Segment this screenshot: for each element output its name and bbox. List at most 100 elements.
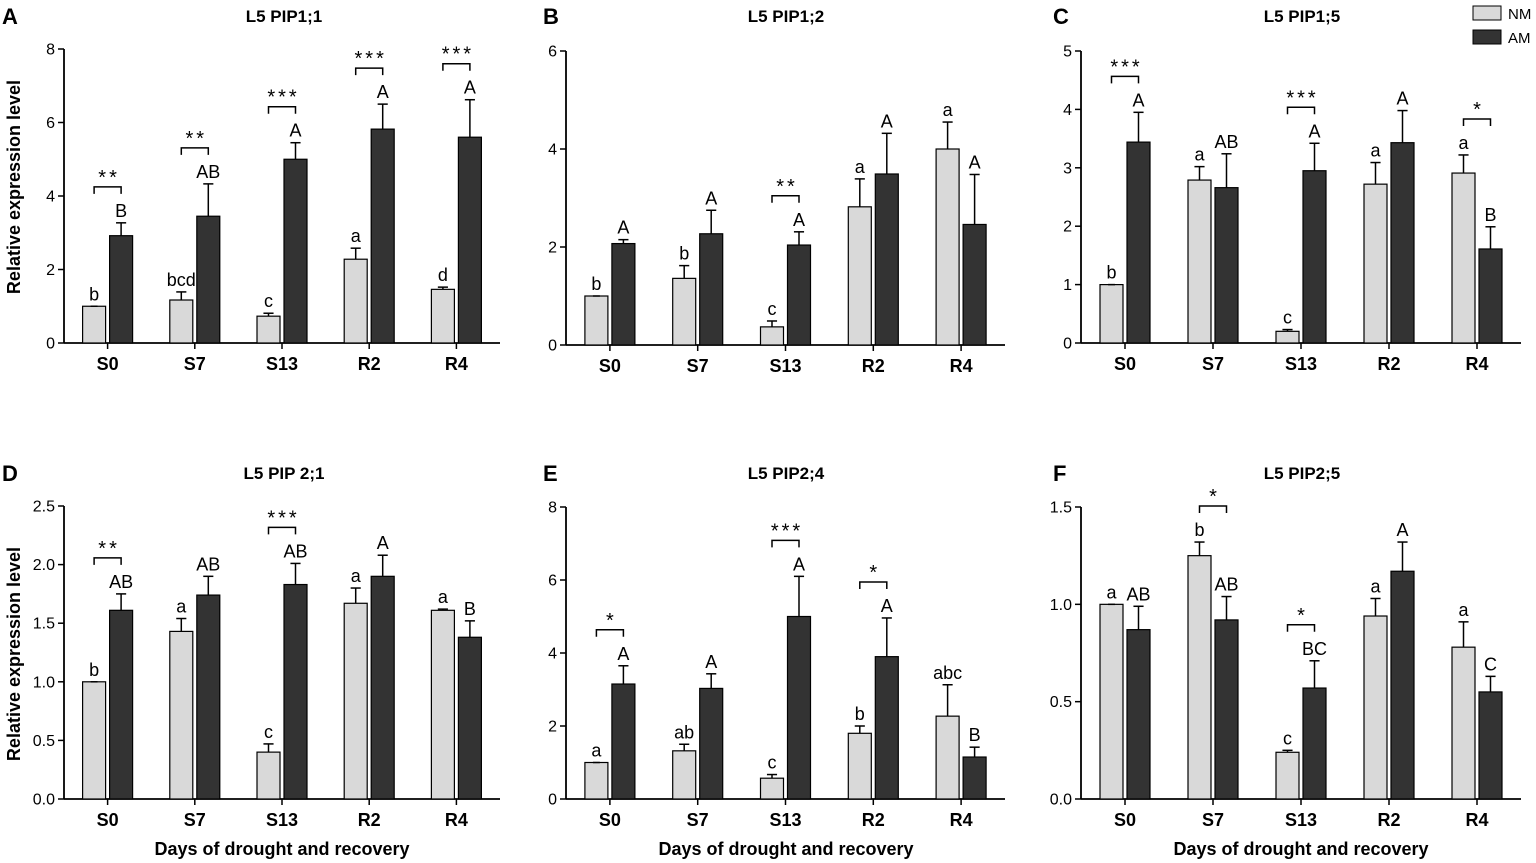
category-label-r2: R2 — [1377, 810, 1400, 830]
y-tick-label: 0.0 — [33, 792, 55, 809]
category-label-s0: S0 — [1114, 354, 1136, 374]
significance-stars: *** — [442, 44, 474, 66]
bar-am-s13 — [283, 583, 308, 800]
y-tick-label: 4 — [548, 142, 557, 159]
category-label-r4: R4 — [950, 356, 973, 376]
bar-am-s7 — [1214, 619, 1239, 800]
significance-bracket — [859, 581, 888, 589]
panel-a: A L5 PIP1;1 0 2 4 6 8 S0 b B ** S7 bcd AB ** S13 c A *** R2… — [2, 4, 500, 374]
y-tick-label: 0.5 — [1050, 694, 1072, 711]
y-tick-label: 1.5 — [33, 616, 55, 633]
panel-e: E L5 PIP2;402468S0aA*S7abAS13cA***R2bA*R4… — [543, 461, 1005, 830]
significance-letter: A — [617, 218, 629, 238]
y-tick-label: 1 — [1063, 277, 1072, 294]
panel-letter-c: C — [1053, 4, 1069, 29]
bar-nm-s7 — [169, 630, 194, 800]
bar-am-s7 — [196, 594, 221, 800]
significance-letter: AB — [1214, 132, 1238, 152]
y-tick-label: 2.5 — [33, 499, 55, 516]
significance-letter: c — [264, 722, 273, 742]
panel-title-e: L5 PIP2;4 — [748, 464, 825, 483]
significance-stars: * — [1473, 99, 1484, 121]
significance-stars: ** — [98, 538, 120, 560]
category-label-s7: S7 — [687, 810, 709, 830]
significance-letter: c — [264, 291, 273, 311]
y-tick-label: 2 — [1063, 219, 1072, 236]
significance-letter: AB — [1126, 584, 1150, 604]
significance-letter: a — [1106, 582, 1117, 602]
bar-nm-r2 — [847, 732, 872, 800]
y-tick-label: 3 — [1063, 160, 1072, 177]
bar-am-s0 — [611, 683, 636, 800]
bar-nm-s7 — [169, 299, 194, 344]
y-tick-label: 8 — [548, 500, 557, 517]
significance-letter: A — [617, 644, 629, 664]
panel-b: B L5 PIP1;2 0 2 4 6 S0 b A S7 b A S13 c A ** R2 a A R4 a A — [543, 4, 1005, 376]
bar-nm-s0 — [81, 681, 107, 800]
significance-letter: A — [1396, 89, 1408, 109]
significance-letter: AB — [283, 541, 307, 561]
bar-am-s13 — [786, 615, 812, 800]
significance-letter: a — [1458, 600, 1469, 620]
significance-letter: b — [89, 660, 99, 680]
significance-letter: A — [705, 188, 717, 208]
bar-am-r4 — [962, 756, 987, 800]
panels: A L5 PIP1;102468S0bB**S7bcdAB**S13cA***R2… — [2, 4, 1521, 830]
bar-am-r2 — [874, 173, 899, 346]
x-axis-title-e: Days of drought and recovery — [658, 839, 913, 859]
category-label-s13: S13 — [769, 810, 801, 830]
significance-letter: A — [793, 210, 805, 230]
significance-letter: A — [377, 533, 389, 553]
significance-letter: AB — [1214, 575, 1238, 595]
bar-nm-s7 — [672, 277, 697, 346]
significance-bracket — [180, 147, 210, 155]
category-label-s0: S0 — [1114, 810, 1136, 830]
bar-nm-s7 — [672, 750, 697, 800]
category-label-s0: S0 — [97, 810, 119, 830]
legend: NM AM — [1472, 5, 1531, 47]
significance-bracket — [595, 629, 625, 637]
bar-nm-r4 — [1451, 172, 1476, 344]
category-label-s0: S0 — [97, 354, 119, 374]
significance-letter: b — [855, 704, 865, 724]
bar-nm-s0 — [1099, 603, 1124, 800]
bar-nm-s0 — [584, 761, 609, 800]
significance-letter: A — [705, 652, 717, 672]
bar-nm-s13 — [256, 315, 281, 344]
category-label-r4: R4 — [950, 810, 973, 830]
significance-stars: * — [1209, 486, 1220, 508]
category-label-r2: R2 — [1377, 354, 1400, 374]
significance-letter: ab — [674, 722, 694, 742]
significance-letter: a — [1370, 576, 1381, 596]
y-tick-label: 1.0 — [33, 674, 55, 691]
significance-letter: A — [289, 121, 301, 141]
y-tick-label: 4 — [548, 646, 557, 663]
bar-nm-r2 — [1363, 183, 1388, 344]
bar-am-s7 — [699, 687, 724, 800]
bar-nm-s7 — [1187, 179, 1212, 344]
category-label-s7: S7 — [184, 354, 206, 374]
legend-swatch-am — [1472, 29, 1502, 45]
significance-letter: B — [464, 599, 476, 619]
significance-letter: a — [351, 226, 362, 246]
x-axis-title-d: Days of drought and recovery — [154, 839, 409, 859]
significance-letter: A — [377, 82, 389, 102]
y-axis-title-bottom: Relative expression level — [4, 547, 24, 761]
significance-letter: A — [881, 596, 893, 616]
panel-letter-b: B — [543, 4, 559, 29]
bar-am-r2 — [370, 575, 395, 800]
significance-bracket — [771, 195, 800, 203]
y-tick-label: 6 — [548, 44, 557, 61]
panel-title-d: L5 PIP 2;1 — [244, 464, 325, 483]
bar-am-s7 — [1214, 187, 1239, 344]
bar-am-s0 — [108, 609, 134, 800]
bar-am-s7 — [196, 215, 221, 344]
significance-letter: b — [679, 244, 689, 264]
bar-nm-r4 — [1451, 646, 1476, 800]
significance-letter: b — [1106, 263, 1116, 283]
significance-bracket — [1286, 624, 1316, 632]
y-tick-label: 1.5 — [1050, 500, 1072, 517]
category-label-s13: S13 — [1285, 354, 1317, 374]
x-axis-title-f: Days of drought and recovery — [1173, 839, 1428, 859]
panel-letter-d: D — [2, 461, 18, 486]
